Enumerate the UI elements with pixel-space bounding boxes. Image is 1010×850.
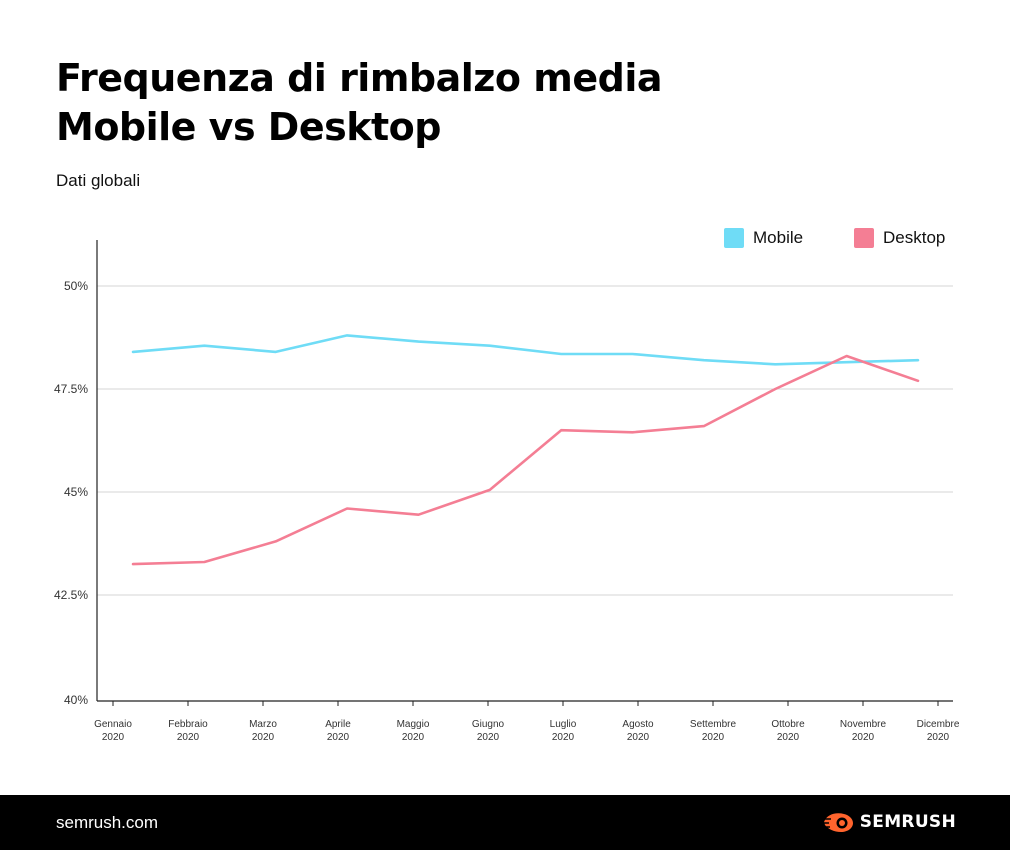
x-tick-label: 2020 <box>102 732 125 743</box>
x-tick-label: 2020 <box>402 732 425 743</box>
page-title: Frequenza di rimbalzo media Mobile vs De… <box>56 54 956 152</box>
x-tick-label: Marzo <box>249 719 277 730</box>
x-tick-label: 2020 <box>477 732 500 743</box>
x-tick-label: 2020 <box>252 732 275 743</box>
x-tick-label: 2020 <box>552 732 575 743</box>
y-tick-label: 42.5% <box>54 588 88 602</box>
legend-swatch-mobile <box>724 228 744 248</box>
x-tick-label: Agosto <box>622 719 654 730</box>
footer-site-link[interactable]: semrush.com <box>56 813 159 832</box>
y-tick-label: 40% <box>64 693 88 707</box>
footer-bar: semrush.com SEMRUSH <box>0 795 1010 850</box>
x-tick-label: 2020 <box>327 732 350 743</box>
x-tick-label: 2020 <box>702 732 725 743</box>
x-tick-label: Novembre <box>840 719 887 730</box>
x-tick-label: Febbraio <box>168 719 208 730</box>
x-tick-label: Maggio <box>397 719 430 730</box>
x-tick-label: Gennaio <box>94 719 132 730</box>
y-tick-label: 45% <box>64 485 88 499</box>
x-tick-label: Luglio <box>550 719 577 730</box>
y-tick-label: 50% <box>64 279 88 293</box>
x-tick-label: 2020 <box>177 732 200 743</box>
legend-label-mobile: Mobile <box>753 228 803 247</box>
x-tick-label: Aprile <box>325 719 351 730</box>
semrush-logo: SEMRUSH <box>821 811 956 833</box>
title-line-1: Frequenza di rimbalzo media <box>56 56 663 100</box>
legend-swatch-desktop <box>854 228 874 248</box>
x-tick-label: Giugno <box>472 719 505 730</box>
x-tick-label: Settembre <box>690 719 737 730</box>
title-line-2: Mobile vs Desktop <box>56 105 441 149</box>
semrush-brand-text: SEMRUSH <box>859 812 956 832</box>
x-tick-label: 2020 <box>627 732 650 743</box>
legend-label-desktop: Desktop <box>883 228 945 247</box>
semrush-fire-icon <box>821 813 853 832</box>
y-tick-label: 47.5% <box>54 382 88 396</box>
x-tick-label: 2020 <box>777 732 800 743</box>
x-tick-label: 2020 <box>852 732 875 743</box>
series-line-mobile <box>131 334 920 366</box>
x-tick-label: Ottobre <box>771 719 805 730</box>
subtitle: Dati globali <box>56 171 141 190</box>
line-chart: 40% 42.5% 45% 47.5% 50% Gennaio 2020 Febbraio 20… <box>54 228 960 743</box>
x-tick-label: 2020 <box>927 732 950 743</box>
x-tick-label: Dicembre <box>917 719 960 730</box>
series-line-desktop <box>131 354 920 566</box>
